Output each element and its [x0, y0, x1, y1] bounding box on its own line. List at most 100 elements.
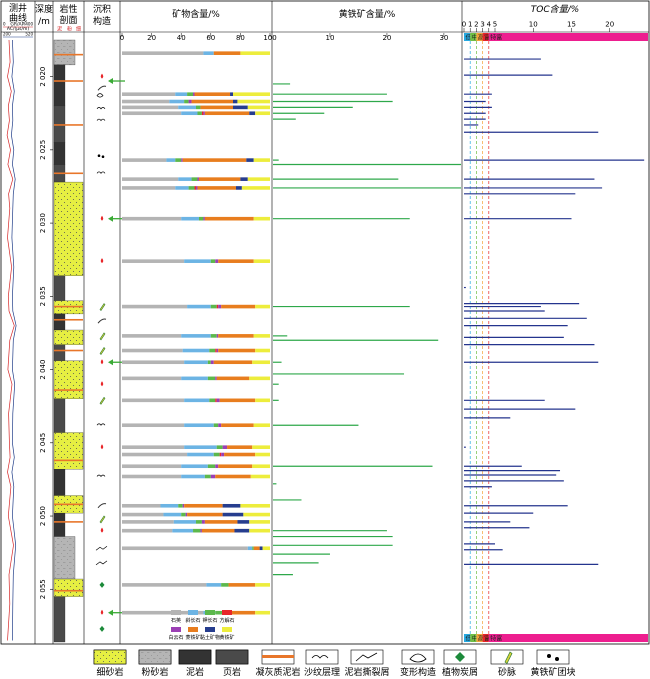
mineral-bar-segment: [182, 503, 185, 508]
mineral-bar-segment: [163, 512, 182, 517]
mineral-bar-segment: [206, 583, 222, 587]
mineral-bar-segment: [122, 512, 164, 517]
legend-item-pyrite-cluster: 黄铁矿团块: [530, 649, 576, 678]
mineral-bar-segment: [215, 398, 217, 403]
tuff-band: [54, 349, 83, 352]
plant-icon: [99, 625, 105, 632]
mineral-bar-segment: [188, 99, 192, 104]
mineral-bar-segment: [234, 528, 250, 533]
pyrite-bars: 10 20 30: [273, 33, 461, 576]
mineral-bar-segment: [221, 583, 229, 587]
mineral-bar-segment: [204, 474, 211, 479]
legend-item-plant: 植物炭屑: [442, 649, 478, 678]
pyrite-dot-icon: [555, 657, 559, 661]
mineral-bar-segment: [181, 512, 186, 517]
structure-sand-vein: [99, 515, 106, 524]
mineral-bar-segment: [178, 177, 192, 181]
lithology-layer-siltstone: [53, 536, 76, 580]
plant-debris-icon: [97, 85, 107, 91]
tuff-band: [54, 459, 83, 462]
lithology-layer-mudstone: [53, 469, 66, 496]
mineral-bar-segment: [201, 528, 235, 533]
mineral-bar-segment: [221, 423, 254, 428]
mineral-bar-segment: [166, 158, 176, 162]
mineral-bar-segment: [255, 111, 270, 116]
toc-class-band: [482, 634, 489, 642]
mineral-bar-segment: [207, 360, 211, 365]
mineral-bar-segment: [122, 423, 185, 428]
tuff-band: [54, 172, 83, 175]
mineral-bar-segment: [221, 452, 225, 457]
panel-frames: [0, 0, 650, 645]
mineral-tick-label: 60: [206, 34, 215, 42]
mineral-bar-segment: [224, 452, 256, 457]
mineral-bar-segment: [215, 610, 225, 615]
mineral-bar-segment: [122, 92, 176, 96]
tuff-band: [54, 80, 83, 82]
toc-class-band: [488, 33, 648, 41]
mineral-bar-segment: [215, 376, 217, 381]
plant-icon: [99, 581, 105, 588]
legend-swatch: [178, 649, 212, 665]
mineral-bar-segment: [216, 334, 219, 338]
mineral-bar-segment: [252, 360, 270, 365]
legend-box: [401, 649, 435, 665]
lithology-title-line1: 岩性: [59, 3, 77, 15]
mineral-bar-segment: [240, 177, 248, 181]
gr-max: 400: [25, 22, 33, 27]
lithology-layer-fine-sandstone: [53, 329, 84, 345]
mineral-bar-segment: [255, 304, 270, 309]
legend-box: [490, 649, 524, 665]
log-header: 测井 曲线 GR/API 0 400 AC/(μs/m) 200 520: [3, 2, 33, 38]
toc-class-label: 低: [466, 635, 472, 643]
mineral-bar-segment: [240, 503, 270, 508]
legend-label: 砂脉: [498, 666, 516, 678]
mineral-bar-segment: [222, 445, 228, 449]
ripple-icon: [96, 474, 106, 478]
mineral-bar-segment: [197, 111, 202, 116]
rip-up-icon: [95, 545, 108, 551]
mineral-bar-segment: [230, 92, 233, 96]
mineral-bar-segment: [209, 398, 216, 403]
mineral-bar-segment: [122, 99, 170, 104]
mineral-bar-segment: [122, 334, 182, 338]
toc-class-label: 富: [484, 635, 490, 643]
mineral-bar-segment: [210, 474, 216, 479]
mineral-bar-segment: [200, 105, 233, 110]
mineral-bar-segment: [218, 464, 253, 469]
mineral-bar-segment: [175, 158, 182, 162]
log-title-line2: 曲线: [9, 12, 27, 24]
mineral-bar-segment: [181, 216, 199, 221]
mineral-bar-segment: [122, 186, 176, 190]
legend-label: 页岩: [223, 666, 241, 678]
mineral-legend-label: 菱铁矿: [185, 634, 200, 641]
structure-ripple: [96, 423, 106, 426]
mineral-bar-segment: [184, 99, 189, 104]
toc-panel-title: TOC含量/%: [531, 4, 579, 15]
mineral-bar-segment: [201, 111, 204, 116]
sand-vein-icon: [99, 303, 106, 312]
mineral-bar-segment: [184, 259, 211, 263]
structure-rip-up: [95, 560, 108, 566]
tuff-band: [54, 53, 83, 56]
tuff-band: [54, 124, 83, 126]
mineral-bar-segment: [209, 348, 216, 353]
mineral-bar-segment: [210, 360, 214, 365]
legend-item-siltstone: 粉砂岩: [138, 649, 172, 678]
toc-tick-label: 15: [567, 21, 576, 29]
mineral-bar-segment: [122, 452, 188, 457]
legend-item-sand-vein: 砂脉: [490, 649, 524, 678]
mineral-bar-segment: [216, 398, 220, 403]
plant-icon: [455, 652, 465, 662]
mineral-bar-segment: [182, 158, 247, 162]
mineral-bar-segment: [122, 216, 182, 221]
mineral-bar-segment: [122, 503, 161, 508]
structure-pyrite-nodule: [100, 215, 104, 221]
mineral-bar-segment: [218, 334, 254, 338]
mineral-bar-segment: [213, 360, 253, 365]
mineral-bar-segment: [181, 474, 205, 479]
toc-class-band: [470, 634, 477, 642]
mineral-bar-segment: [255, 583, 270, 587]
mineral-bar-segment: [255, 452, 270, 457]
depth-title-line2: /m: [38, 17, 50, 27]
